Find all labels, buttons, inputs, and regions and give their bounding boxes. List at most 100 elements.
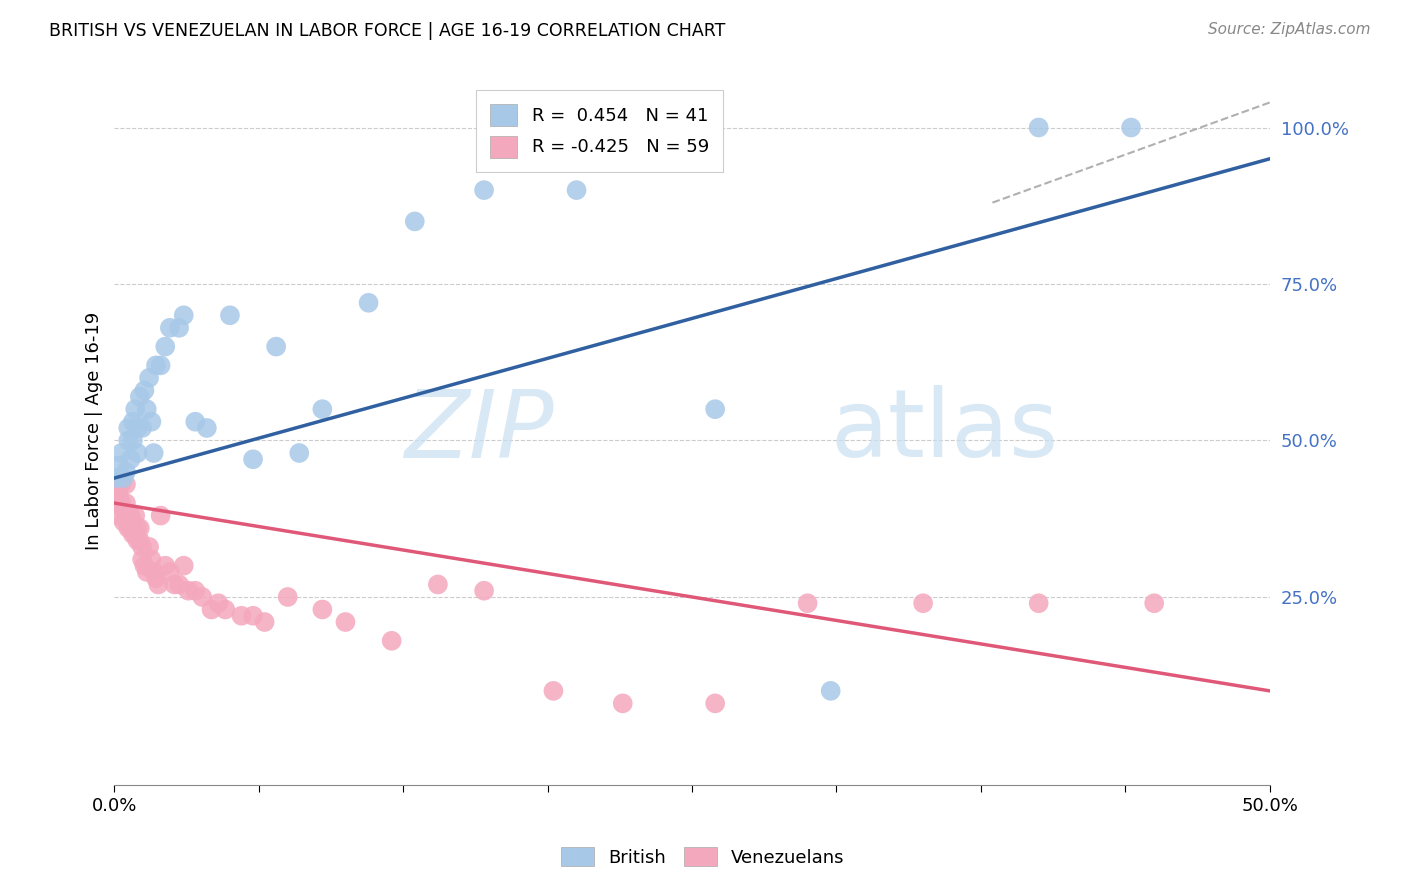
Point — [155, 558, 177, 573]
Point — [253, 615, 276, 629]
Point — [404, 214, 426, 228]
Point — [149, 508, 172, 523]
Point — [131, 421, 153, 435]
Text: ZIP: ZIP — [404, 385, 554, 476]
Point — [231, 608, 253, 623]
Point — [120, 521, 142, 535]
Point — [122, 434, 145, 448]
Point — [117, 508, 139, 523]
Point — [704, 697, 727, 711]
Point — [219, 308, 242, 322]
Point — [141, 415, 163, 429]
Point — [173, 558, 195, 573]
Point — [110, 446, 132, 460]
Point — [138, 371, 160, 385]
Point — [135, 402, 157, 417]
Point — [141, 552, 163, 566]
Point — [796, 596, 818, 610]
Point — [155, 340, 177, 354]
Point — [704, 402, 727, 417]
Point — [112, 471, 135, 485]
Point — [1028, 596, 1050, 610]
Point — [612, 697, 634, 711]
Point — [131, 552, 153, 566]
Point — [277, 590, 299, 604]
Point — [167, 321, 190, 335]
Point — [163, 577, 186, 591]
Point — [565, 183, 588, 197]
Point — [195, 421, 218, 435]
Point — [242, 452, 264, 467]
Point — [115, 477, 138, 491]
Point — [184, 415, 207, 429]
Point — [117, 421, 139, 435]
Point — [128, 533, 150, 548]
Point — [124, 527, 146, 541]
Point — [115, 496, 138, 510]
Point — [115, 465, 138, 479]
Point — [122, 415, 145, 429]
Point — [820, 684, 842, 698]
Point — [200, 602, 222, 616]
Text: atlas: atlas — [831, 385, 1059, 477]
Point — [149, 359, 172, 373]
Point — [134, 558, 156, 573]
Point — [131, 540, 153, 554]
Point — [912, 596, 935, 610]
Point — [472, 183, 495, 197]
Point — [108, 508, 131, 523]
Point — [122, 515, 145, 529]
Point — [173, 308, 195, 322]
Point — [191, 590, 214, 604]
Point — [105, 496, 128, 510]
Point — [311, 602, 333, 616]
Point — [117, 521, 139, 535]
Point — [108, 458, 131, 473]
Point — [134, 384, 156, 398]
Point — [110, 477, 132, 491]
Point — [184, 583, 207, 598]
Point — [148, 577, 170, 591]
Point — [127, 421, 149, 435]
Point — [105, 471, 128, 485]
Point — [335, 615, 357, 629]
Point — [128, 390, 150, 404]
Point — [357, 295, 380, 310]
Point — [124, 508, 146, 523]
Point — [381, 633, 404, 648]
Point — [288, 446, 311, 460]
Point — [264, 340, 287, 354]
Point — [311, 402, 333, 417]
Point — [128, 521, 150, 535]
Point — [105, 483, 128, 498]
Point — [142, 446, 165, 460]
Point — [177, 583, 200, 598]
Text: Source: ZipAtlas.com: Source: ZipAtlas.com — [1208, 22, 1371, 37]
Point — [127, 521, 149, 535]
Point — [145, 571, 167, 585]
Y-axis label: In Labor Force | Age 16-19: In Labor Force | Age 16-19 — [86, 312, 103, 550]
Point — [138, 540, 160, 554]
Point — [1119, 120, 1142, 135]
Point — [472, 583, 495, 598]
Point — [117, 434, 139, 448]
Point — [135, 565, 157, 579]
Point — [120, 452, 142, 467]
Point — [127, 446, 149, 460]
Point — [142, 565, 165, 579]
Point — [124, 402, 146, 417]
Text: BRITISH VS VENEZUELAN IN LABOR FORCE | AGE 16-19 CORRELATION CHART: BRITISH VS VENEZUELAN IN LABOR FORCE | A… — [49, 22, 725, 40]
Point — [110, 496, 132, 510]
Point — [543, 684, 565, 698]
Legend: R =  0.454   N = 41, R = -0.425   N = 59: R = 0.454 N = 41, R = -0.425 N = 59 — [475, 90, 724, 172]
Point — [167, 577, 190, 591]
Point — [112, 502, 135, 516]
Point — [120, 508, 142, 523]
Point — [1143, 596, 1166, 610]
Point — [159, 565, 181, 579]
Point — [207, 596, 229, 610]
Point — [1028, 120, 1050, 135]
Point — [426, 577, 449, 591]
Point — [127, 533, 149, 548]
Point — [214, 602, 236, 616]
